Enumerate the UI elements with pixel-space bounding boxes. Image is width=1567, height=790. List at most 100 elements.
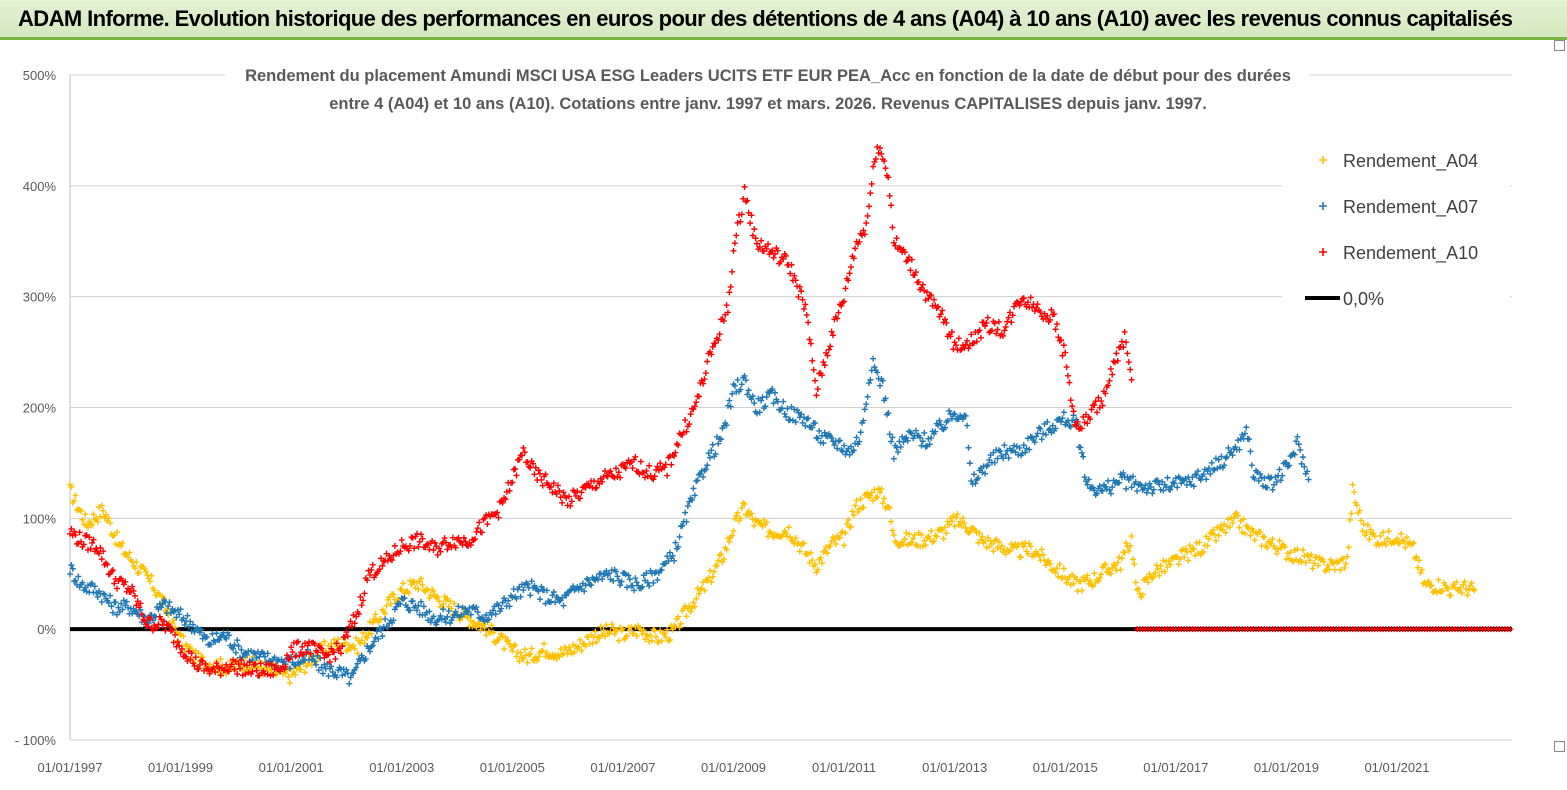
data-point-rendement-a07 bbox=[1117, 471, 1124, 478]
data-point-rendement-a07 bbox=[630, 587, 637, 594]
data-point-rendement-a07 bbox=[625, 572, 632, 579]
data-point-rendement-a10 bbox=[210, 664, 217, 671]
data-point-rendement-a04 bbox=[1465, 586, 1472, 593]
data-point-rendement-a04 bbox=[998, 542, 1005, 549]
data-point-rendement-a07 bbox=[1251, 475, 1258, 482]
data-point-rendement-a04 bbox=[1026, 540, 1033, 547]
data-point-rendement-a10 bbox=[430, 547, 437, 554]
data-point-rendement-a10 bbox=[888, 202, 895, 209]
data-point-rendement-a10 bbox=[1059, 352, 1066, 359]
data-point-rendement-a10 bbox=[1095, 394, 1102, 401]
data-point-rendement-a04 bbox=[669, 626, 676, 633]
data-point-rendement-a04 bbox=[89, 522, 96, 529]
data-point-rendement-a10 bbox=[824, 352, 831, 359]
data-point-rendement-a07 bbox=[198, 626, 205, 633]
data-point-rendement-a07 bbox=[606, 570, 613, 577]
data-point-rendement-a04 bbox=[1116, 554, 1123, 561]
data-point-rendement-a07 bbox=[984, 462, 991, 469]
data-point-rendement-a07 bbox=[1159, 478, 1166, 485]
data-point-rendement-a07 bbox=[912, 427, 919, 434]
data-point-rendement-a10 bbox=[122, 578, 129, 585]
data-point-rendement-a04 bbox=[489, 629, 496, 636]
data-point-rendement-a04 bbox=[763, 519, 770, 526]
data-point-rendement-a07 bbox=[559, 594, 566, 601]
data-point-rendement-a04 bbox=[845, 516, 852, 523]
y-tick-label: 100% bbox=[23, 511, 57, 526]
data-point-rendement-a07 bbox=[560, 602, 567, 609]
data-point-rendement-a10 bbox=[747, 220, 754, 227]
data-point-rendement-a10 bbox=[995, 318, 1002, 325]
data-point-rendement-a07 bbox=[741, 372, 748, 379]
data-point-rendement-a04 bbox=[195, 650, 202, 657]
data-point-rendement-a04 bbox=[1053, 565, 1060, 572]
data-point-rendement-a04 bbox=[832, 540, 839, 547]
data-point-rendement-a10 bbox=[758, 237, 765, 244]
data-point-rendement-a10 bbox=[369, 561, 376, 568]
data-point-rendement-a10 bbox=[437, 548, 444, 555]
data-point-rendement-a04 bbox=[398, 586, 405, 593]
data-point-rendement-a04 bbox=[1337, 567, 1344, 574]
data-point-rendement-a04 bbox=[857, 495, 864, 502]
data-point-rendement-a07 bbox=[780, 398, 787, 405]
data-point-rendement-a10 bbox=[650, 476, 657, 483]
data-point-rendement-a07 bbox=[1286, 462, 1293, 469]
data-point-rendement-a07 bbox=[941, 424, 948, 431]
data-point-rendement-a10 bbox=[1065, 372, 1072, 379]
data-point-rendement-a07 bbox=[173, 614, 180, 621]
data-point-rendement-a04 bbox=[906, 531, 913, 538]
data-point-rendement-a10 bbox=[1113, 350, 1120, 357]
data-point-rendement-a10 bbox=[1000, 332, 1007, 339]
data-point-rendement-a10 bbox=[965, 345, 972, 352]
data-point-rendement-a04 bbox=[708, 579, 715, 586]
data-point-rendement-a04 bbox=[1038, 546, 1045, 553]
data-point-rendement-a07 bbox=[444, 613, 451, 620]
data-point-rendement-a04 bbox=[1222, 529, 1229, 536]
data-point-rendement-a04 bbox=[1302, 559, 1309, 566]
data-point-rendement-a10 bbox=[787, 270, 794, 277]
data-point-rendement-a10 bbox=[662, 461, 669, 468]
data-point-rendement-a04 bbox=[976, 529, 983, 536]
data-point-rendement-a04 bbox=[675, 613, 682, 620]
data-point-rendement-a07 bbox=[613, 568, 620, 575]
data-point-rendement-a10 bbox=[129, 583, 136, 590]
data-point-rendement-a10 bbox=[333, 640, 340, 647]
data-point-rendement-a07 bbox=[758, 397, 765, 404]
data-point-rendement-a07 bbox=[1264, 484, 1271, 491]
data-point-rendement-a04 bbox=[1161, 568, 1168, 575]
data-point-rendement-a04 bbox=[1273, 550, 1280, 557]
data-point-rendement-a04 bbox=[368, 630, 375, 637]
data-point-rendement-a10 bbox=[796, 283, 803, 290]
data-point-rendement-a10 bbox=[737, 218, 744, 225]
data-point-rendement-a07 bbox=[624, 584, 631, 591]
data-point-rendement-a07 bbox=[1035, 424, 1042, 431]
data-point-rendement-a07 bbox=[1276, 466, 1283, 473]
data-point-rendement-a04 bbox=[1176, 556, 1183, 563]
data-point-rendement-a04 bbox=[1300, 547, 1306, 554]
data-point-rendement-a07 bbox=[495, 602, 502, 609]
data-point-rendement-a04 bbox=[364, 634, 371, 641]
data-point-rendement-a10 bbox=[1098, 398, 1105, 405]
data-point-rendement-a07 bbox=[1176, 475, 1183, 482]
data-point-rendement-a10 bbox=[425, 540, 432, 547]
data-point-rendement-a10 bbox=[228, 661, 235, 668]
data-point-rendement-a04 bbox=[285, 673, 292, 680]
data-point-rendement-a07 bbox=[679, 522, 686, 529]
data-point-rendement-a10 bbox=[673, 440, 680, 447]
x-tick-label: 01/01/2001 bbox=[259, 760, 324, 775]
data-point-rendement-a04 bbox=[1045, 557, 1052, 564]
data-point-rendement-a10 bbox=[130, 587, 137, 594]
y-tick-label: 200% bbox=[23, 401, 57, 416]
data-point-rendement-a10 bbox=[643, 467, 650, 474]
data-point-rendement-a07 bbox=[1194, 468, 1201, 475]
data-point-rendement-a07 bbox=[614, 573, 621, 580]
data-point-rendement-a10 bbox=[109, 567, 116, 574]
data-point-rendement-a04 bbox=[227, 657, 234, 664]
data-point-rendement-a04 bbox=[286, 679, 293, 686]
data-point-rendement-a07 bbox=[962, 412, 969, 419]
data-point-rendement-a04 bbox=[817, 554, 824, 561]
data-point-rendement-a10 bbox=[611, 474, 618, 481]
data-point-rendement-a04 bbox=[118, 543, 125, 550]
data-point-rendement-a10 bbox=[930, 296, 937, 303]
data-point-rendement-a07 bbox=[1203, 476, 1210, 483]
data-point-rendement-a04 bbox=[957, 518, 964, 525]
